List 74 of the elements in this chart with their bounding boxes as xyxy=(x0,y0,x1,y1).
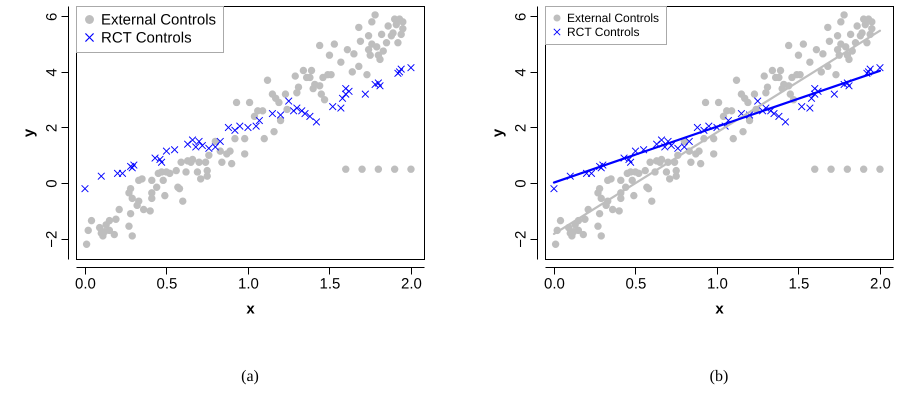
y-tick-label: 4 xyxy=(44,68,60,77)
y-tick-label: 6 xyxy=(512,12,530,21)
point xyxy=(329,102,336,110)
point xyxy=(98,172,105,180)
y-tick-label: 4 xyxy=(512,68,530,77)
point xyxy=(293,104,301,112)
point xyxy=(782,118,790,126)
point xyxy=(674,144,682,152)
point xyxy=(236,122,244,130)
point xyxy=(306,112,314,120)
point xyxy=(276,111,284,119)
x-tick-label: 2.0 xyxy=(401,276,422,292)
point xyxy=(216,138,224,146)
point xyxy=(301,110,309,118)
point xyxy=(632,147,640,155)
point xyxy=(252,122,260,130)
text: (b) xyxy=(710,368,728,385)
point xyxy=(397,65,405,73)
legend-label: External Controls xyxy=(567,11,660,25)
x-tick-label: 1.5 xyxy=(788,276,810,292)
point xyxy=(775,112,783,120)
y-tick-label: −2 xyxy=(512,230,530,248)
point xyxy=(337,104,345,112)
point xyxy=(312,118,320,126)
point xyxy=(195,138,203,146)
point xyxy=(830,90,838,98)
point xyxy=(192,143,200,151)
point xyxy=(205,144,213,152)
x-tick-label: 0.0 xyxy=(544,276,565,292)
point xyxy=(686,138,693,146)
point xyxy=(118,170,126,178)
y-tick-label: 0 xyxy=(44,179,60,188)
y-tick-label: 0 xyxy=(512,179,530,188)
x-tick-label: 1.5 xyxy=(320,276,340,292)
point xyxy=(198,142,206,150)
x-tick-label: 0.5 xyxy=(626,276,646,292)
point xyxy=(81,184,89,192)
x-tick-label: 0.5 xyxy=(156,276,178,292)
text: (a) xyxy=(241,368,259,385)
y-tick-label: 6 xyxy=(44,12,60,21)
point xyxy=(550,184,558,192)
point xyxy=(754,97,762,105)
point xyxy=(342,90,350,98)
point xyxy=(212,143,220,151)
point xyxy=(188,136,196,144)
y-tick-label: 2 xyxy=(44,124,60,132)
point xyxy=(694,124,702,132)
legend-label: External Controls xyxy=(101,12,216,28)
point xyxy=(658,136,666,144)
y-tick-label: 2 xyxy=(512,124,530,132)
x-tick-label: 1.0 xyxy=(707,276,728,292)
point xyxy=(268,110,276,118)
point xyxy=(362,90,370,98)
y-tick-label: −2 xyxy=(44,230,60,248)
x-tick-label: 1.0 xyxy=(238,276,259,292)
point xyxy=(162,147,170,155)
point xyxy=(798,102,806,110)
point xyxy=(256,116,264,124)
point xyxy=(244,124,252,132)
x-tick-label: 2.0 xyxy=(870,276,891,292)
legend-label: RCT Controls xyxy=(567,25,640,39)
y-axis-title: y xyxy=(20,128,38,138)
point xyxy=(770,110,778,118)
point xyxy=(285,97,292,105)
point xyxy=(224,124,232,132)
x-axis-title: x xyxy=(246,300,256,318)
point xyxy=(866,65,874,73)
legend-label: RCT Controls xyxy=(101,30,192,46)
x-tick-label: 0.0 xyxy=(75,276,96,292)
x-axis-title: x xyxy=(715,300,724,318)
point xyxy=(156,156,164,164)
point xyxy=(170,146,178,154)
y-axis-title: y xyxy=(490,128,506,138)
point xyxy=(806,104,814,112)
